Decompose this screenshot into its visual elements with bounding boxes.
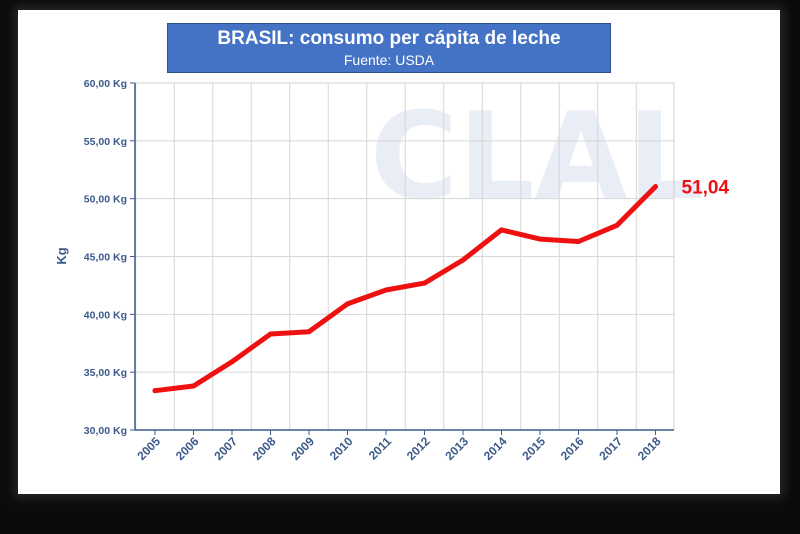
watermark-text: CLAL — [370, 88, 704, 227]
data-point — [345, 301, 350, 307]
x-tick-label: 2006 — [173, 434, 202, 463]
data-point — [422, 280, 427, 286]
chart-series — [152, 184, 658, 394]
chart-title-box: BRASIL: consumo per cápita de leche Fuen… — [167, 23, 611, 73]
y-tick-label: 35,00 Kg — [84, 367, 127, 379]
data-point — [191, 383, 196, 389]
chart-card — [18, 10, 780, 494]
series-line — [152, 184, 658, 394]
y-axis-ticks: 30,00 Kg 35,00 Kg 40,00 Kg 45,00 Kg 50,00 Kg… — [84, 78, 127, 437]
x-tick-label: 2010 — [327, 434, 356, 463]
x-tick-label: 2018 — [635, 434, 664, 463]
y-tick-label: 45,00 Kg — [84, 252, 127, 264]
y-tick-label: 55,00 Kg — [84, 136, 127, 148]
y-tick-label: 30,00 Kg — [84, 425, 127, 437]
y-axis-label: Kg — [54, 247, 69, 264]
watermark: CLAL — [370, 88, 704, 227]
data-point — [306, 329, 312, 335]
data-point — [268, 331, 273, 337]
x-tick-label: 2015 — [519, 434, 548, 463]
data-point — [576, 238, 581, 244]
data-point — [460, 257, 466, 263]
y-tick-label: 50,00 Kg — [84, 194, 127, 206]
data-point — [229, 359, 235, 365]
data-point — [537, 236, 543, 242]
x-tick-label: 2014 — [481, 434, 510, 463]
x-tick-label: 2009 — [288, 434, 317, 463]
chart-title: BRASIL: consumo per cápita de leche — [217, 28, 561, 49]
chart-axes — [130, 82, 674, 435]
x-tick-label: 2007 — [211, 434, 240, 463]
chart-grid — [134, 82, 675, 431]
data-point — [614, 222, 620, 228]
y-tick-label: 60,00 Kg — [84, 78, 127, 90]
x-tick-label: 2012 — [404, 434, 433, 463]
x-tick-label: 2016 — [558, 434, 587, 463]
end-value-label: 51,04 — [682, 178, 730, 199]
x-tick-label: 2008 — [250, 434, 279, 463]
data-point — [653, 184, 658, 190]
x-tick-label: 2013 — [442, 434, 471, 463]
x-tick-label: 2017 — [596, 434, 625, 463]
chart-subtitle: Fuente: USDA — [343, 52, 435, 68]
data-point — [152, 388, 158, 394]
x-tick-label: 2011 — [366, 434, 395, 463]
x-tick-label: 2005 — [134, 434, 163, 463]
data-point — [499, 227, 504, 233]
y-tick-label: 40,00 Kg — [84, 309, 127, 321]
x-axis-ticks: 2005 2006 2007 2008 2009 2010 2011 2012 2013 2014… — [134, 434, 664, 463]
data-point — [383, 287, 389, 293]
